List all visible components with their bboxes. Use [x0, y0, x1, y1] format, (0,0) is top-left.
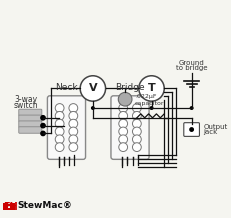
Circle shape	[91, 106, 94, 110]
FancyBboxPatch shape	[47, 96, 85, 159]
Circle shape	[55, 127, 64, 136]
Circle shape	[41, 123, 45, 128]
FancyBboxPatch shape	[19, 115, 42, 121]
Circle shape	[69, 143, 77, 152]
Circle shape	[132, 119, 141, 128]
Circle shape	[41, 116, 45, 120]
Circle shape	[189, 106, 193, 110]
Text: .022μF: .022μF	[134, 94, 156, 99]
Circle shape	[132, 143, 141, 152]
Circle shape	[118, 119, 127, 128]
Text: Bridge: Bridge	[115, 83, 144, 92]
Circle shape	[149, 106, 153, 110]
FancyBboxPatch shape	[19, 127, 42, 133]
Circle shape	[132, 127, 141, 136]
Circle shape	[80, 76, 105, 101]
Circle shape	[55, 135, 64, 144]
Text: switch: switch	[14, 101, 39, 110]
FancyBboxPatch shape	[183, 123, 199, 136]
Circle shape	[55, 104, 64, 112]
Circle shape	[69, 127, 77, 136]
Text: 3-way: 3-way	[15, 95, 38, 104]
Circle shape	[118, 104, 127, 112]
Circle shape	[69, 135, 77, 144]
Text: EH: EH	[3, 202, 18, 212]
Bar	[3, 208, 15, 210]
FancyBboxPatch shape	[19, 121, 42, 127]
FancyBboxPatch shape	[110, 96, 149, 159]
Text: jack: jack	[202, 129, 217, 135]
Text: to bridge: to bridge	[175, 65, 207, 71]
Circle shape	[69, 119, 77, 128]
Circle shape	[132, 104, 141, 112]
Circle shape	[69, 111, 77, 120]
Bar	[3, 204, 15, 206]
Circle shape	[132, 135, 141, 144]
Text: T: T	[147, 83, 155, 94]
Text: Ground: Ground	[178, 60, 204, 66]
Bar	[10, 203, 15, 210]
Circle shape	[41, 124, 45, 128]
Text: V: V	[88, 83, 97, 94]
Text: StewMac®: StewMac®	[18, 201, 72, 210]
Circle shape	[55, 111, 64, 120]
Circle shape	[41, 116, 45, 120]
Circle shape	[118, 92, 131, 106]
Circle shape	[55, 143, 64, 152]
Text: Output: Output	[202, 124, 227, 129]
Circle shape	[118, 143, 127, 152]
Bar	[3, 203, 8, 210]
Circle shape	[132, 111, 141, 120]
Circle shape	[41, 131, 45, 136]
Circle shape	[138, 76, 164, 101]
FancyBboxPatch shape	[19, 109, 42, 116]
Circle shape	[188, 127, 193, 132]
Text: capacitor: capacitor	[134, 101, 164, 106]
Circle shape	[118, 111, 127, 120]
Circle shape	[118, 127, 127, 136]
Circle shape	[118, 135, 127, 144]
Circle shape	[55, 119, 64, 128]
Text: Neck: Neck	[55, 83, 77, 92]
Circle shape	[69, 104, 77, 112]
